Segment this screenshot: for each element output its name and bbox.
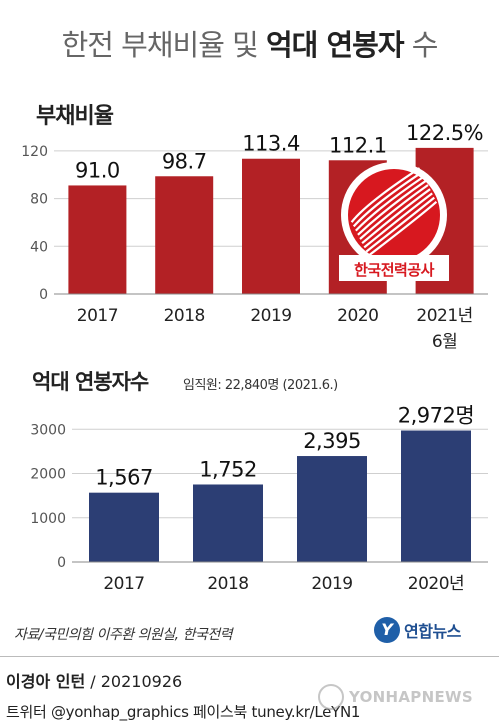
footer-divider xyxy=(0,656,499,657)
logo-stripe xyxy=(357,179,427,236)
y-tick-label: 80 xyxy=(30,192,48,208)
watermark-text: YONHAPNEWS xyxy=(349,688,473,706)
data-label: 113.4 xyxy=(242,132,300,156)
bar xyxy=(242,158,300,294)
bar xyxy=(89,492,159,562)
credit-line: 이경아 인턴 / 20210926 xyxy=(6,668,182,692)
yonhap-logo-text: 연합뉴스 xyxy=(404,622,461,641)
logo-stripe xyxy=(367,200,438,257)
y-tick-label: 1000 xyxy=(30,511,66,527)
logo-stripe xyxy=(361,188,431,245)
x-tick-label: 2019 xyxy=(250,306,291,326)
main-title: 한전 부채비율 및 억대 연봉자 수 xyxy=(0,22,499,64)
data-label: 122.5% xyxy=(406,121,483,145)
watermark: YONHAPNEWS xyxy=(318,684,473,710)
bar xyxy=(155,176,214,294)
high-salary-chart: 0 1000 2000 3000 1,567 2017 1,752 2018 2,395 2019… xyxy=(30,404,488,594)
bar xyxy=(68,185,127,294)
data-label: 1,752 xyxy=(199,457,257,481)
data-label: 91.0 xyxy=(75,158,120,182)
y-tick-label: 0 xyxy=(57,555,66,571)
bar xyxy=(297,456,367,562)
data-label: 112.1 xyxy=(329,133,387,157)
y-tick-label: 120 xyxy=(21,144,48,160)
y-tick-label: 0 xyxy=(39,287,48,303)
data-label: 1,567 xyxy=(95,466,153,490)
bar xyxy=(193,484,263,562)
social-links: 트위터 @yonhap_graphics 페이스북 tuney.kr/LeYN1 xyxy=(6,703,361,721)
y-tick-label: 40 xyxy=(30,239,48,255)
debt-ratio-chart: 0 40 80 120 91.0 2017 98.7 2018 113.4 2019 112.1 20… xyxy=(21,121,488,352)
logo-stripe xyxy=(359,184,429,240)
logo-stripe xyxy=(363,192,433,249)
high-salary-title: 억대 연봉자수 xyxy=(32,370,149,394)
title-light: 한전 부채비율 및 xyxy=(61,28,266,62)
title-end: 수 xyxy=(403,28,439,62)
logo-name-plate xyxy=(339,255,449,281)
logo-disc xyxy=(348,169,440,261)
data-label: 98.7 xyxy=(162,149,207,173)
logo-stripe xyxy=(365,196,435,253)
logo-stripe xyxy=(352,171,423,228)
x-tick-label: 2020년 xyxy=(408,574,464,594)
y-tick-label: 2000 xyxy=(30,467,66,483)
employee-note: 임직원: 22,840명 (2021.6.) xyxy=(183,378,338,393)
yonhap-logo-mark: Y xyxy=(374,617,400,643)
date: / 20210926 xyxy=(85,672,183,691)
x-tick-label: 2019 xyxy=(311,574,352,594)
data-label: 2,395 xyxy=(303,429,361,453)
logo-name: 한국전력공사 xyxy=(354,261,435,279)
debt-ratio-title: 부채비율 xyxy=(36,104,114,129)
logo-stripe xyxy=(355,175,425,232)
author: 이경아 인턴 xyxy=(6,672,86,691)
title-bold: 억대 연봉자 xyxy=(266,28,404,62)
watermark-circle-icon xyxy=(318,684,344,710)
kepco-logo-icon: 한국전력공사 xyxy=(339,162,449,281)
yonhap-logo: Y 연합뉴스 xyxy=(374,617,461,643)
source-note: 자료/국민의힘 이주환 의원실, 한국전력 xyxy=(14,627,233,643)
x-tick-label: 6월 xyxy=(432,332,457,352)
x-tick-label: 2017 xyxy=(77,306,118,326)
y-tick-label: 3000 xyxy=(30,422,66,438)
x-tick-label: 2021년 xyxy=(416,306,472,326)
data-label: 2,972명 xyxy=(398,404,474,428)
x-tick-label: 2020 xyxy=(337,306,378,326)
x-tick-label: 2018 xyxy=(164,306,205,326)
logo-stripe xyxy=(350,167,421,223)
x-tick-label: 2018 xyxy=(207,574,248,594)
x-tick-label: 2017 xyxy=(103,574,144,594)
bar xyxy=(401,430,471,562)
